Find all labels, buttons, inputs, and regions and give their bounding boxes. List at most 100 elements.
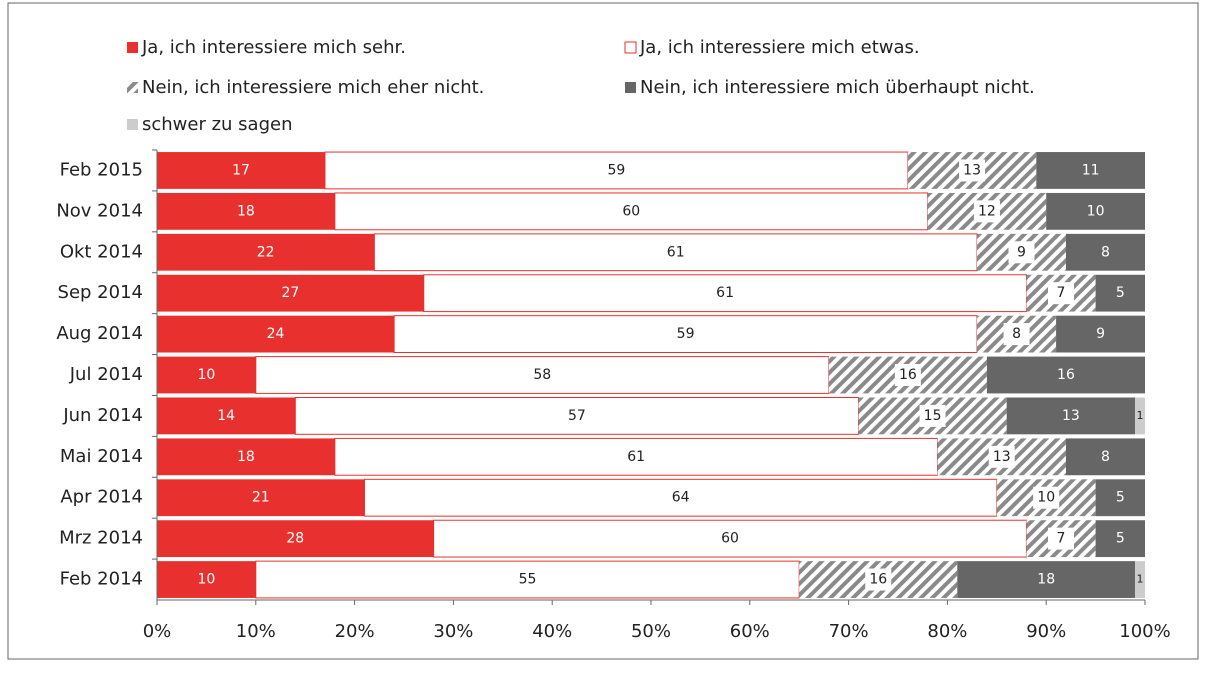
value-label: 14	[217, 408, 235, 424]
bar-segment	[157, 438, 335, 476]
value-label: 8	[1101, 244, 1110, 260]
value-label: 16	[1057, 367, 1075, 383]
bar-segment	[334, 192, 929, 231]
value-label: 7	[1057, 531, 1066, 547]
bar-segment	[423, 274, 1027, 313]
value-label: 18	[237, 203, 255, 219]
bar-segment	[1006, 397, 1136, 435]
legend-label: Ja, ich interessiere mich sehr.	[141, 37, 406, 58]
bar-segment	[157, 479, 365, 517]
bar-segment	[334, 437, 939, 476]
label-box	[865, 568, 892, 591]
bar-segment	[363, 478, 998, 517]
bar-segment	[1036, 152, 1145, 189]
label-box	[988, 445, 1015, 468]
y-tick-label: Okt 2014	[60, 241, 143, 262]
label-box	[973, 200, 1000, 223]
x-tick-label: 100%	[1119, 621, 1170, 642]
legend-label: Nein, ich interessiere mich eher nicht.	[142, 77, 484, 98]
x-tick-label: 60%	[730, 621, 770, 642]
value-label: 60	[622, 203, 640, 219]
value-label: 61	[716, 285, 734, 301]
x-tick-label: 30%	[433, 621, 473, 642]
value-label: 10	[197, 572, 215, 588]
y-tick-label: Nov 2014	[56, 200, 143, 221]
bar-segment	[157, 397, 296, 435]
label-box	[894, 364, 921, 386]
value-label: 28	[286, 531, 304, 547]
value-label: 1	[1137, 409, 1144, 422]
bar-segment	[1095, 479, 1145, 517]
value-label: 5	[1116, 531, 1125, 547]
value-label: 22	[257, 244, 275, 260]
value-label: 1	[1137, 573, 1144, 586]
y-tick-label: Mrz 2014	[59, 528, 143, 549]
value-label: 5	[1116, 490, 1125, 506]
bar-segment	[986, 356, 1145, 394]
frame	[7, 2, 1199, 660]
value-label: 58	[533, 367, 551, 383]
value-label: 11	[1082, 162, 1100, 178]
value-label: 61	[667, 244, 685, 260]
value-label: 64	[672, 490, 690, 506]
y-tick-label: Mai 2014	[60, 446, 143, 467]
x-tick-label: 20%	[335, 621, 375, 642]
bar-segment	[433, 519, 1027, 558]
bar-segment	[1065, 438, 1145, 476]
y-tick-label: Sep 2014	[58, 282, 143, 303]
bar-segment	[1095, 520, 1145, 558]
value-label: 21	[252, 490, 270, 506]
value-label: 12	[978, 203, 996, 219]
bar-segment	[324, 151, 909, 190]
label-box	[1008, 241, 1035, 264]
value-label: 9	[1017, 244, 1026, 260]
x-tick-label: 70%	[829, 621, 869, 642]
value-label: 57	[568, 408, 586, 424]
x-tick-label: 80%	[927, 621, 967, 642]
bar-segment	[157, 152, 325, 189]
legend-swatch	[127, 119, 138, 130]
value-label: 13	[1062, 408, 1080, 424]
legend-swatch	[127, 42, 138, 53]
value-label: 7	[1057, 285, 1066, 301]
legend-swatch	[127, 82, 138, 93]
bar-segment	[1056, 315, 1145, 353]
value-label: 13	[993, 449, 1011, 465]
label-box	[1033, 486, 1060, 509]
x-tick-label: 10%	[236, 621, 276, 642]
label-box	[959, 159, 986, 182]
value-label: 18	[1037, 572, 1055, 588]
value-label: 60	[721, 531, 739, 547]
y-tick-label: Jun 2014	[62, 405, 143, 426]
y-tick-label: Feb 2015	[60, 159, 143, 180]
value-label: 59	[608, 162, 626, 178]
legend-label: Nein, ich interessiere mich überhaupt ni…	[640, 77, 1035, 98]
y-tick-label: Aug 2014	[56, 323, 143, 344]
y-tick-label: Feb 2014	[60, 569, 143, 590]
bar-segment	[1065, 233, 1145, 271]
value-label: 9	[1096, 326, 1105, 342]
value-label: 8	[1012, 326, 1021, 342]
bar-segment	[1135, 561, 1145, 598]
value-label: 59	[677, 326, 695, 342]
value-label: 10	[1087, 203, 1105, 219]
bar-segment	[157, 233, 375, 271]
bar-segment	[1135, 397, 1145, 435]
bar-segment	[1046, 192, 1145, 230]
bar-segment	[255, 356, 830, 394]
value-label: 8	[1101, 449, 1110, 465]
value-label: 10	[1037, 490, 1055, 506]
bar-segment	[157, 274, 424, 312]
label-box	[1048, 282, 1075, 305]
value-label: 5	[1116, 285, 1125, 301]
label-box	[919, 404, 946, 427]
value-label: 15	[924, 408, 942, 424]
value-label: 24	[267, 326, 285, 342]
legend-swatch	[624, 41, 637, 54]
y-tick-label: Apr 2014	[60, 487, 143, 508]
value-label: 61	[627, 449, 645, 465]
x-tick-label: 50%	[631, 621, 671, 642]
value-label: 16	[899, 367, 917, 383]
x-tick-label: 40%	[532, 621, 572, 642]
bar-segment	[393, 315, 978, 354]
